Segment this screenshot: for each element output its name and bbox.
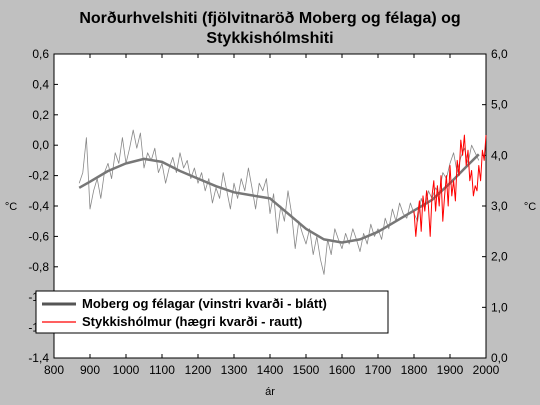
x-tick-label: 1500 [293, 363, 320, 377]
x-tick-label: 1800 [401, 363, 428, 377]
y-right-tick-label: 2,0 [491, 250, 508, 264]
y-left-tick-label: 0,4 [32, 77, 49, 91]
legend-box [35, 290, 389, 334]
x-tick-label: 1600 [329, 363, 356, 377]
y-left-tick-label: -0,4 [28, 199, 49, 213]
stykkisholmur-line [413, 134, 487, 237]
y-right-tick-label: 4,0 [491, 148, 508, 162]
y-right-tick-label: 6,0 [491, 47, 508, 61]
series-group [78, 129, 487, 275]
y-right-tick-label: 5,0 [491, 98, 508, 112]
y-left-tick-label: 0,0 [32, 138, 49, 152]
x-tick-label: 1300 [221, 363, 248, 377]
x-tick-label: 1900 [437, 363, 464, 377]
y-right-tick-label: 3,0 [491, 199, 508, 213]
y-axis-label-left: °C [5, 201, 17, 213]
y-left-tick-label: -0,6 [28, 229, 49, 243]
legend: Moberg og félagar (vinstri kvarði - blát… [35, 290, 389, 334]
y-right-tick-label: 1,0 [491, 300, 508, 314]
x-tick-label: 1000 [113, 363, 140, 377]
legend-label-moberg: Moberg og félagar (vinstri kvarði - blát… [82, 296, 327, 311]
x-tick-label: 1700 [365, 363, 392, 377]
x-tick-label: 1400 [257, 363, 284, 377]
y-left-tick-label: -0,2 [28, 169, 49, 183]
y-left-tick-label: 0,6 [32, 47, 49, 61]
moberg-smoothed-line [78, 153, 480, 244]
chart-title-line1: Norðurhvelshiti (fjölvitnaröð Moberg og … [79, 10, 460, 27]
y-right-tick-label: 0,0 [491, 351, 508, 365]
x-tick-label: 1200 [185, 363, 212, 377]
x-tick-label: 2000 [473, 363, 500, 377]
x-tick-label: 900 [80, 363, 100, 377]
y-left-tick-label: -1,4 [28, 351, 49, 365]
chart-title-line2: Stykkishólmshiti [206, 30, 333, 47]
x-tick-label: 800 [44, 363, 64, 377]
x-axis-label: ár [265, 386, 275, 398]
x-tick-label: 1100 [149, 363, 175, 377]
legend-label-stykkisholmur: Stykkishólmur (hægri kvarði - rautt) [82, 314, 302, 329]
y-axis-label-right: °C [524, 201, 536, 213]
y-left-tick-label: -0,8 [28, 260, 49, 274]
y-left-tick-label: 0,2 [32, 108, 49, 122]
